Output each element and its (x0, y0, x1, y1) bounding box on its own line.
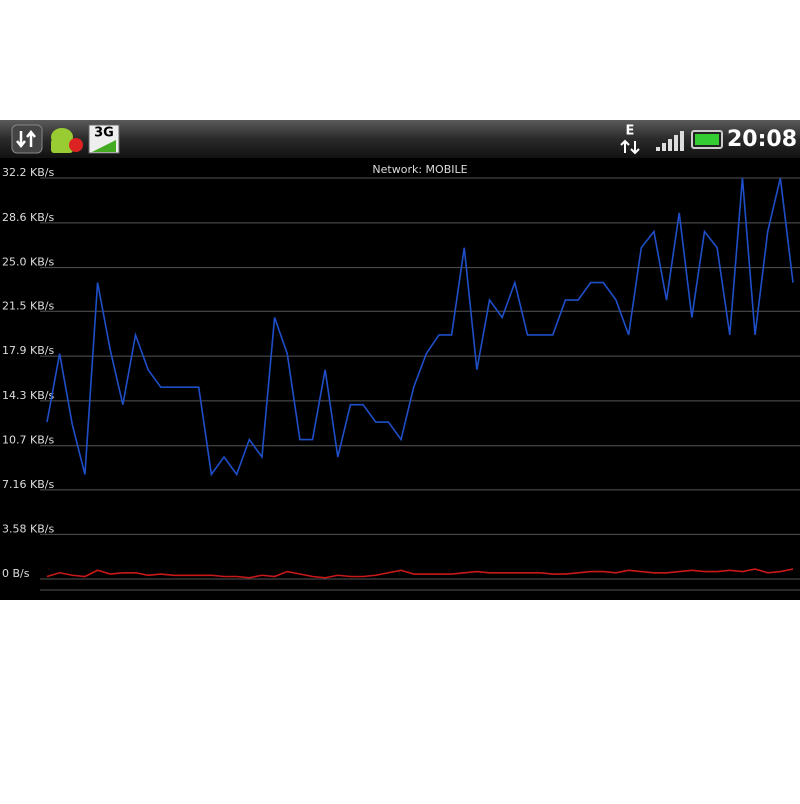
y-tick-label: 28.6 KB/s (2, 211, 54, 224)
android-body (51, 139, 73, 153)
chart-title: Network: MOBILE (372, 163, 467, 176)
y-tick-label: 7.16 KB/s (2, 478, 54, 491)
data-type: E (626, 124, 635, 139)
signal-bars (656, 131, 684, 151)
3g-signal (92, 140, 116, 152)
y-tick-label: 21.5 KB/s (2, 299, 54, 312)
error-badge (69, 138, 83, 152)
y-tick-label: 25.0 KB/s (2, 256, 54, 269)
y-tick-label: 14.3 KB/s (2, 389, 54, 402)
battery-level (695, 134, 719, 145)
series-line (46, 177, 794, 477)
y-tick-label: 3.58 KB/s (2, 522, 54, 535)
y-tick-label: 10.7 KB/s (2, 434, 54, 447)
y-tick-label: 32.2 KB/s (2, 166, 54, 179)
transfer-arrows (16, 129, 36, 149)
y-tick-label: 17.9 KB/s (2, 344, 54, 357)
chart-area (0, 158, 800, 600)
y-tick-label: 0 B/s (2, 567, 30, 580)
data-arrows (620, 139, 640, 155)
usb-icon (11, 124, 43, 154)
3g-label: 3G (94, 126, 114, 141)
series-line (46, 568, 794, 579)
clock: 20:08 (727, 127, 797, 152)
status-bar (0, 120, 800, 158)
